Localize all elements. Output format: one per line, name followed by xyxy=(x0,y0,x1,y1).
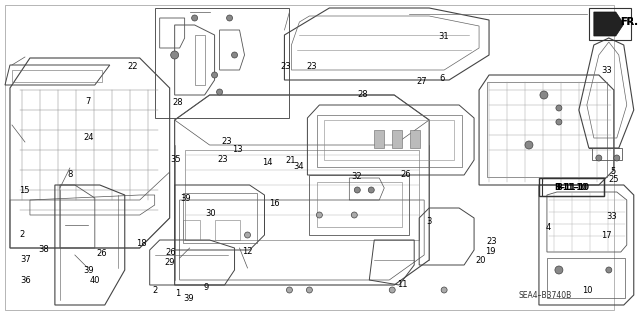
Text: 34: 34 xyxy=(294,162,304,171)
Text: 9: 9 xyxy=(203,283,208,292)
Circle shape xyxy=(614,155,620,161)
Text: 22: 22 xyxy=(127,63,138,71)
Text: 6: 6 xyxy=(439,74,445,83)
Text: 29: 29 xyxy=(164,258,175,267)
Text: 39: 39 xyxy=(180,194,191,203)
Text: 13: 13 xyxy=(232,145,243,154)
Text: 30: 30 xyxy=(205,209,216,218)
Text: FR.: FR. xyxy=(620,17,638,27)
Text: 4: 4 xyxy=(545,223,550,232)
Text: 39: 39 xyxy=(183,294,194,303)
Text: 18: 18 xyxy=(136,239,147,248)
Bar xyxy=(182,193,257,243)
Text: 40: 40 xyxy=(90,276,100,285)
Circle shape xyxy=(556,105,562,111)
Circle shape xyxy=(389,287,396,293)
Circle shape xyxy=(351,212,357,218)
Circle shape xyxy=(227,15,232,21)
Bar xyxy=(324,120,454,160)
Circle shape xyxy=(355,187,360,193)
Circle shape xyxy=(368,187,374,193)
Polygon shape xyxy=(392,130,402,148)
Bar xyxy=(309,175,409,235)
Circle shape xyxy=(244,232,250,238)
Text: 36: 36 xyxy=(20,276,31,285)
Text: SEA4–B3740B: SEA4–B3740B xyxy=(519,291,572,300)
Circle shape xyxy=(540,91,548,99)
Text: 23: 23 xyxy=(221,137,232,146)
Text: 16: 16 xyxy=(269,199,280,208)
Text: 28: 28 xyxy=(358,90,368,99)
Text: 33: 33 xyxy=(607,212,618,221)
Text: 11: 11 xyxy=(397,280,408,289)
Circle shape xyxy=(307,287,312,293)
Text: 17: 17 xyxy=(602,231,612,240)
Text: 23: 23 xyxy=(217,155,228,164)
Bar xyxy=(184,150,419,240)
Circle shape xyxy=(441,287,447,293)
Circle shape xyxy=(287,287,292,293)
Bar xyxy=(12,70,102,82)
Text: 14: 14 xyxy=(262,158,272,167)
Circle shape xyxy=(556,119,562,125)
Bar xyxy=(155,8,289,118)
Text: 27: 27 xyxy=(416,77,427,86)
Bar xyxy=(589,8,631,40)
Text: 26: 26 xyxy=(400,170,411,179)
Bar xyxy=(542,178,604,196)
Circle shape xyxy=(525,141,533,149)
Text: FR.: FR. xyxy=(620,17,638,27)
Text: 20: 20 xyxy=(475,256,486,265)
Text: 23: 23 xyxy=(307,62,317,71)
Text: 33: 33 xyxy=(602,66,612,75)
Circle shape xyxy=(171,51,179,59)
Text: 5: 5 xyxy=(611,167,616,176)
Text: 31: 31 xyxy=(438,32,449,41)
Text: 39: 39 xyxy=(83,266,93,275)
Polygon shape xyxy=(374,130,384,148)
Bar xyxy=(317,115,462,167)
Text: 21: 21 xyxy=(285,156,296,165)
Text: 10: 10 xyxy=(582,286,593,295)
Text: 32: 32 xyxy=(351,172,362,181)
Bar xyxy=(317,182,402,227)
Text: 26: 26 xyxy=(166,248,177,257)
Text: 2: 2 xyxy=(152,286,157,295)
Circle shape xyxy=(232,52,237,58)
Text: 35: 35 xyxy=(170,155,181,164)
Circle shape xyxy=(191,15,198,21)
Polygon shape xyxy=(410,130,420,148)
Text: 37: 37 xyxy=(20,256,31,264)
Text: 25: 25 xyxy=(608,175,618,184)
Circle shape xyxy=(555,266,563,274)
Circle shape xyxy=(606,267,612,273)
Text: B-11-10: B-11-10 xyxy=(554,182,588,191)
Text: 8: 8 xyxy=(68,170,73,179)
Bar xyxy=(547,258,625,298)
Bar xyxy=(539,178,604,196)
Text: 23: 23 xyxy=(281,62,291,71)
Polygon shape xyxy=(594,12,624,36)
Bar xyxy=(487,82,607,177)
Text: 15: 15 xyxy=(19,186,29,195)
Text: B-11-10: B-11-10 xyxy=(556,182,589,191)
Text: 12: 12 xyxy=(243,247,253,256)
Text: 28: 28 xyxy=(172,98,183,107)
Circle shape xyxy=(212,72,218,78)
Text: 19: 19 xyxy=(485,247,496,256)
Text: 23: 23 xyxy=(486,237,497,246)
Text: 7: 7 xyxy=(86,97,91,106)
Text: 2: 2 xyxy=(20,230,25,239)
Circle shape xyxy=(216,89,223,95)
Bar xyxy=(592,148,622,160)
Text: 26: 26 xyxy=(97,249,108,258)
Text: 3: 3 xyxy=(426,217,432,226)
Circle shape xyxy=(316,212,323,218)
Text: 1: 1 xyxy=(175,289,180,298)
Text: 38: 38 xyxy=(38,245,49,254)
Text: 24: 24 xyxy=(83,133,93,142)
Circle shape xyxy=(596,155,602,161)
